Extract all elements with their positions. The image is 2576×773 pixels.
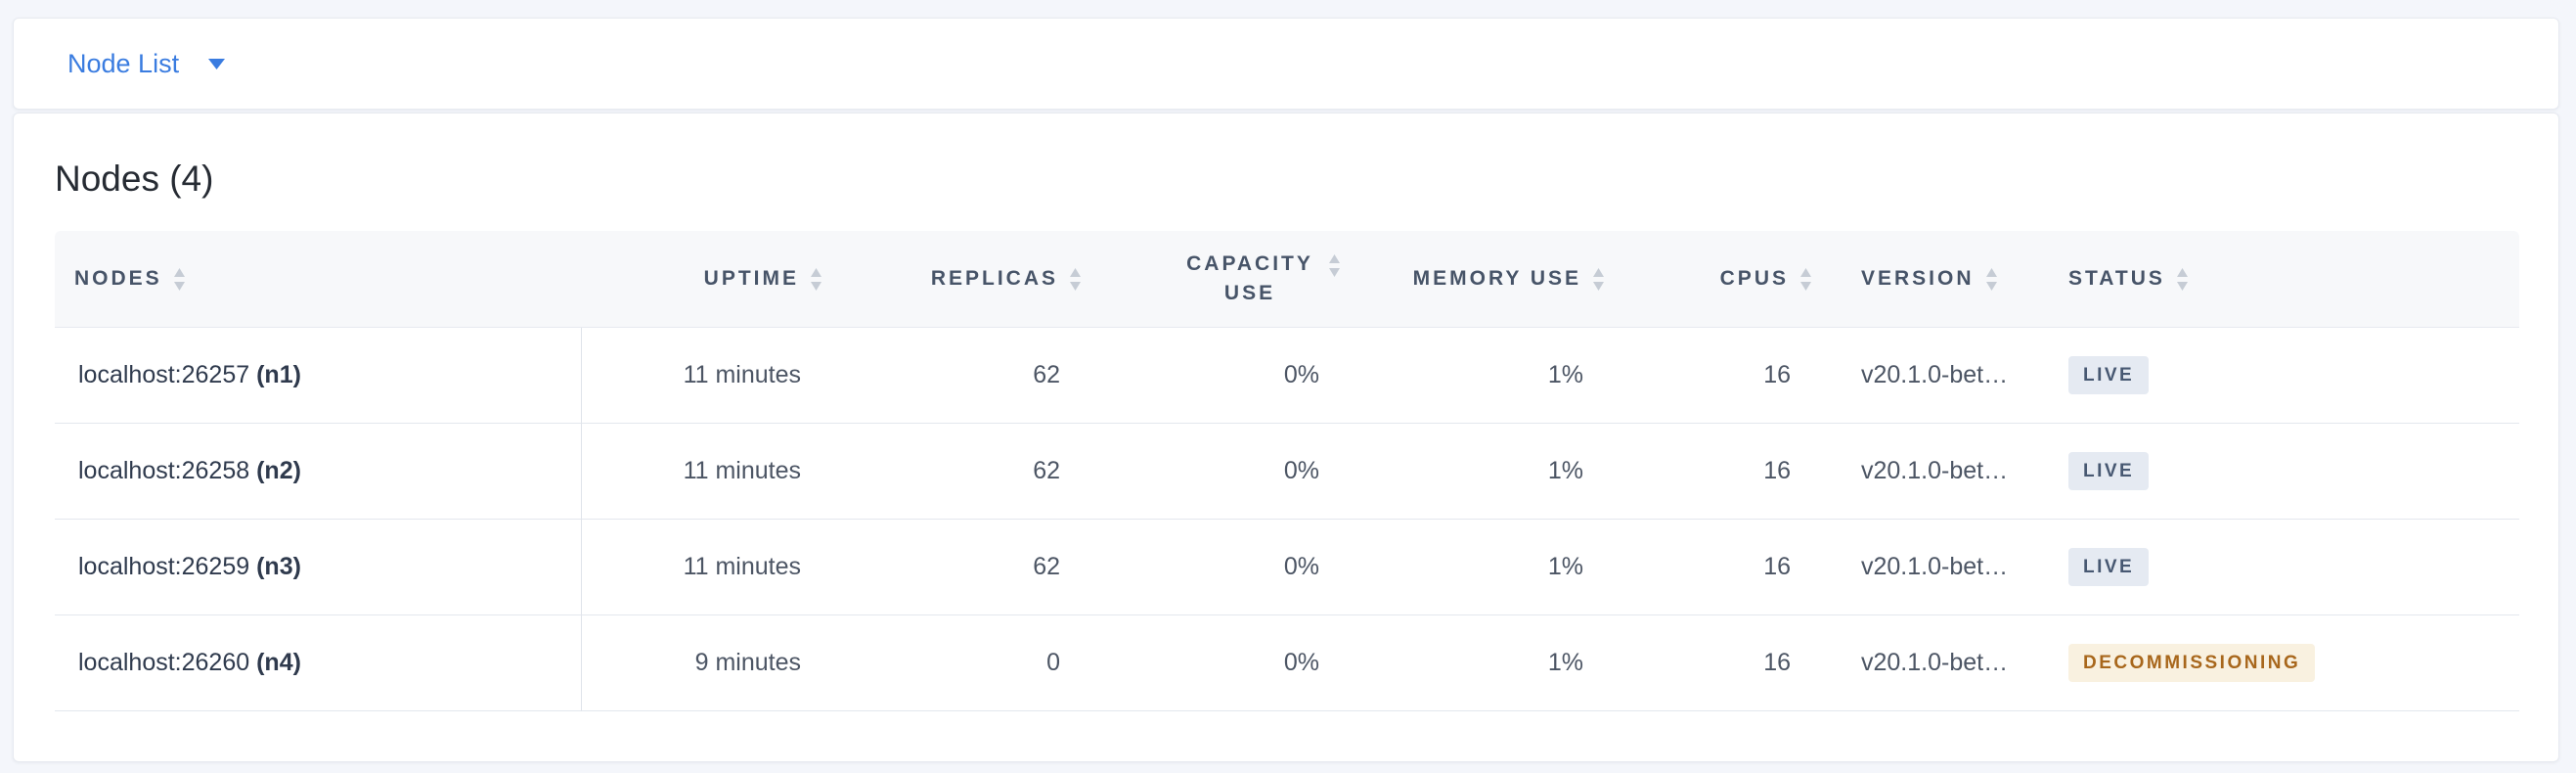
column-header-uptime[interactable]: UPTIME (582, 231, 832, 328)
node-name-cell[interactable]: localhost:26260 (n4) (55, 615, 582, 711)
cpus-cell: 16 (1615, 328, 1822, 424)
view-selector-card: Node List (13, 18, 2559, 110)
status-cell: DECOMMISSIONING (2057, 615, 2519, 711)
table-row[interactable]: localhost:26259 (n3) 11 minutes 62 0% 1%… (55, 520, 2519, 615)
view-dropdown-label: Node List (67, 48, 180, 78)
memory-use-cell: 1% (1351, 424, 1615, 520)
version-cell: v20.1.0-bet… (1822, 520, 2057, 615)
uptime-cell: 9 minutes (582, 615, 832, 711)
version-cell: v20.1.0-bet… (1822, 424, 2057, 520)
capacity-use-cell: 0% (1091, 615, 1351, 711)
node-name-cell[interactable]: localhost:26257 (n1) (55, 328, 582, 424)
nodes-panel: Nodes (4) NODES UPTIME (13, 113, 2559, 762)
replicas-cell: 62 (832, 520, 1091, 615)
replicas-cell: 0 (832, 615, 1091, 711)
table-row[interactable]: localhost:26258 (n2) 11 minutes 62 0% 1%… (55, 424, 2519, 520)
panel-title: Nodes (4) (55, 159, 214, 199)
column-header-replicas[interactable]: REPLICAS (832, 231, 1091, 328)
status-cell: LIVE (2057, 328, 2519, 424)
status-cell: LIVE (2057, 520, 2519, 615)
node-address[interactable]: localhost:26257 (78, 361, 250, 388)
uptime-cell: 11 minutes (582, 328, 832, 424)
chevron-down-icon (208, 58, 226, 69)
sort-icon[interactable] (173, 267, 186, 292)
capacity-use-cell: 0% (1091, 520, 1351, 615)
capacity-use-cell: 0% (1091, 328, 1351, 424)
node-name-cell[interactable]: localhost:26259 (n3) (55, 520, 582, 615)
capacity-use-cell: 0% (1091, 424, 1351, 520)
column-header-nodes[interactable]: NODES (55, 231, 582, 328)
status-badge: LIVE (2068, 356, 2150, 394)
uptime-cell: 11 minutes (582, 424, 832, 520)
sort-icon[interactable] (1592, 267, 1605, 292)
replicas-cell: 62 (832, 328, 1091, 424)
node-name-cell[interactable]: localhost:26258 (n2) (55, 424, 582, 520)
node-address[interactable]: localhost:26260 (78, 649, 250, 676)
memory-use-cell: 1% (1351, 615, 1615, 711)
sort-icon[interactable] (1799, 267, 1812, 292)
sort-icon[interactable] (810, 267, 822, 292)
sort-icon[interactable] (2176, 267, 2189, 292)
table-row[interactable]: localhost:26260 (n4) 9 minutes 0 0% 1% 1… (55, 615, 2519, 711)
sort-icon[interactable] (1985, 267, 1998, 292)
sort-icon[interactable] (1069, 267, 1082, 292)
version-cell: v20.1.0-bet… (1822, 615, 2057, 711)
status-cell: LIVE (2057, 424, 2519, 520)
replicas-cell: 62 (832, 424, 1091, 520)
cpus-cell: 16 (1615, 520, 1822, 615)
sort-icon[interactable] (1328, 253, 1341, 278)
memory-use-cell: 1% (1351, 520, 1615, 615)
column-header-memory-use[interactable]: MEMORY USE (1351, 231, 1615, 328)
nodes-table: NODES UPTIME REPLICAS (55, 231, 2519, 711)
cpus-cell: 16 (1615, 424, 1822, 520)
column-header-cpus[interactable]: CPUS (1615, 231, 1822, 328)
view-dropdown[interactable]: Node List (67, 48, 226, 79)
uptime-cell: 11 minutes (582, 520, 832, 615)
cpus-cell: 16 (1615, 615, 1822, 711)
memory-use-cell: 1% (1351, 328, 1615, 424)
node-address[interactable]: localhost:26258 (78, 457, 250, 484)
table-row[interactable]: localhost:26257 (n1) 11 minutes 62 0% 1%… (55, 328, 2519, 424)
status-badge: LIVE (2068, 452, 2150, 490)
node-id: (n2) (256, 457, 301, 484)
table-header-row: NODES UPTIME REPLICAS (55, 231, 2519, 328)
column-header-status[interactable]: STATUS (2057, 231, 2519, 328)
node-id: (n1) (256, 361, 301, 388)
status-badge: LIVE (2068, 548, 2150, 586)
column-header-capacity-use[interactable]: CAPACITY USE (1091, 231, 1351, 328)
node-id: (n4) (256, 649, 301, 676)
node-id: (n3) (256, 553, 301, 580)
version-cell: v20.1.0-bet… (1822, 328, 2057, 424)
column-header-version[interactable]: VERSION (1822, 231, 2057, 328)
status-badge: DECOMMISSIONING (2068, 644, 2316, 682)
node-address[interactable]: localhost:26259 (78, 553, 250, 580)
